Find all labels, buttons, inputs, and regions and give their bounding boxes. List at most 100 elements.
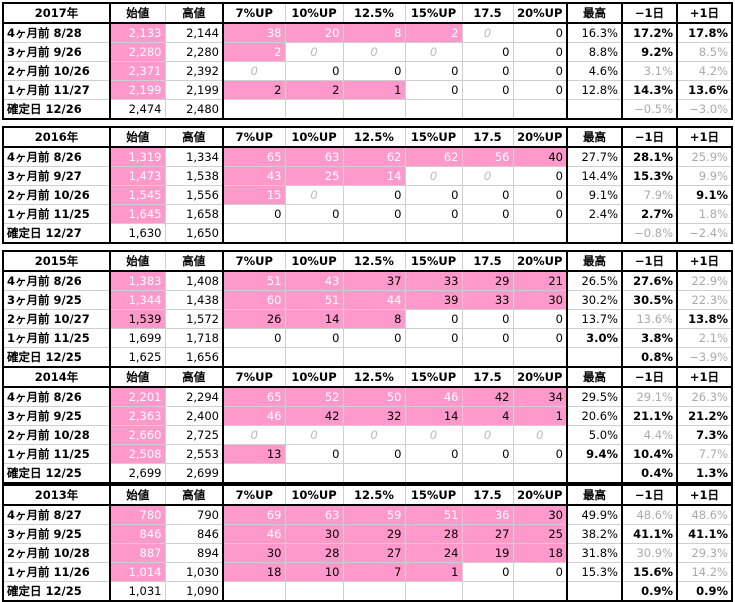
column-header[interactable]: 12.5% [342, 366, 406, 388]
table-cell[interactable]: 0 [404, 42, 463, 62]
table-cell[interactable] [461, 347, 514, 368]
column-header[interactable]: 15%UP [404, 484, 463, 506]
table-cell[interactable]: 0.9% [621, 581, 678, 602]
table-cell[interactable]: 41.1% [676, 524, 733, 544]
table-cell[interactable]: 0 [461, 22, 514, 43]
column-header[interactable]: 15%UP [404, 250, 463, 272]
table-cell[interactable]: 0 [461, 425, 514, 445]
table-cell[interactable]: 0 [284, 61, 344, 81]
row-label[interactable]: 2ヶ月前 10/27 [2, 309, 111, 329]
table-cell[interactable]: 12.8% [566, 80, 623, 100]
column-header[interactable]: −1日 [621, 2, 678, 24]
table-cell[interactable] [284, 347, 344, 368]
table-cell[interactable] [566, 223, 623, 244]
table-cell[interactable]: 21.2% [676, 406, 733, 426]
table-cell[interactable] [222, 223, 286, 244]
table-cell[interactable]: 63 [284, 504, 344, 525]
table-cell[interactable]: 17.2% [621, 22, 678, 43]
column-header[interactable]: 最高 [566, 126, 623, 148]
table-cell[interactable]: 2,660 [109, 425, 166, 445]
row-label[interactable]: 2ヶ月前 10/28 [2, 425, 111, 445]
table-cell[interactable]: 0 [342, 328, 406, 348]
table-cell[interactable]: 1,656 [164, 347, 224, 368]
table-cell[interactable]: 0 [342, 444, 406, 464]
table-cell[interactable]: 13.6% [676, 80, 733, 100]
column-header[interactable]: 始値 [109, 250, 166, 272]
table-cell[interactable]: 27.6% [621, 270, 678, 291]
table-cell[interactable]: 0 [461, 328, 514, 348]
table-cell[interactable]: 16.3% [566, 22, 623, 43]
table-cell[interactable]: 26.5% [566, 270, 623, 291]
table-cell[interactable]: 1,539 [109, 309, 166, 329]
table-cell[interactable]: 7 [342, 562, 406, 582]
column-header[interactable]: 10%UP [284, 250, 344, 272]
table-cell[interactable]: 1 [512, 406, 568, 426]
table-cell[interactable]: 0 [404, 204, 463, 224]
row-label[interactable]: 1ヶ月前 11/25 [2, 328, 111, 348]
table-cell[interactable]: 13.6% [621, 309, 678, 329]
table-cell[interactable]: 1,630 [109, 223, 166, 244]
table-cell[interactable]: 49.9% [566, 504, 623, 525]
table-cell[interactable]: 15.3% [621, 166, 678, 186]
table-cell[interactable] [342, 347, 406, 368]
table-cell[interactable] [222, 463, 286, 484]
row-label[interactable]: 3ヶ月前 9/25 [2, 290, 111, 310]
table-cell[interactable]: 0 [404, 80, 463, 100]
table-cell[interactable]: 51 [404, 504, 463, 525]
table-cell[interactable]: 20 [284, 22, 344, 43]
table-cell[interactable]: 0 [512, 80, 568, 100]
table-cell[interactable] [461, 581, 514, 602]
table-cell[interactable]: 26 [222, 309, 286, 329]
table-cell[interactable]: 0 [222, 425, 286, 445]
table-cell[interactable]: 3.8% [621, 328, 678, 348]
table-cell[interactable]: 9.2% [621, 42, 678, 62]
table-cell[interactable]: 887 [109, 543, 166, 563]
table-cell[interactable]: 0 [512, 309, 568, 329]
row-label[interactable]: 2ヶ月前 10/28 [2, 543, 111, 563]
column-header[interactable]: 12.5% [342, 484, 406, 506]
column-header[interactable]: 高値 [164, 250, 224, 272]
column-header[interactable]: 17.5 [461, 250, 514, 272]
table-cell[interactable]: 1.8% [676, 204, 733, 224]
table-cell[interactable] [566, 347, 623, 368]
table-cell[interactable]: 41.1% [621, 524, 678, 544]
table-cell[interactable]: 46 [222, 406, 286, 426]
table-cell[interactable]: 44 [342, 290, 406, 310]
table-cell[interactable]: 19 [461, 543, 514, 563]
table-cell[interactable]: 10.4% [621, 444, 678, 464]
table-cell[interactable] [342, 463, 406, 484]
table-cell[interactable] [404, 581, 463, 602]
table-cell[interactable] [512, 463, 568, 484]
table-cell[interactable]: 10 [284, 562, 344, 582]
column-header[interactable]: 高値 [164, 2, 224, 24]
table-cell[interactable]: 14.4% [566, 166, 623, 186]
table-cell[interactable]: 42 [284, 406, 344, 426]
table-cell[interactable]: 51 [222, 270, 286, 291]
row-label[interactable]: 4ヶ月前 8/26 [2, 386, 111, 407]
column-header[interactable]: 12.5% [342, 126, 406, 148]
row-label[interactable]: 2ヶ月前 10/26 [2, 61, 111, 81]
table-cell[interactable]: 2.1% [676, 328, 733, 348]
table-cell[interactable]: 14.2% [676, 562, 733, 582]
table-cell[interactable]: 46 [404, 386, 463, 407]
column-header[interactable]: 始値 [109, 126, 166, 148]
table-cell[interactable]: 0 [342, 42, 406, 62]
table-cell[interactable] [404, 223, 463, 244]
column-header[interactable]: 始値 [109, 366, 166, 388]
table-cell[interactable] [342, 581, 406, 602]
column-header[interactable]: 15%UP [404, 366, 463, 388]
column-header[interactable]: 最高 [566, 366, 623, 388]
table-cell[interactable]: 1,625 [109, 347, 166, 368]
table-cell[interactable] [342, 99, 406, 120]
table-cell[interactable]: 1,334 [164, 146, 224, 167]
table-cell[interactable] [404, 347, 463, 368]
column-header[interactable]: 始値 [109, 484, 166, 506]
column-header[interactable]: −1日 [621, 484, 678, 506]
table-cell[interactable]: −0.8% [621, 223, 678, 244]
table-cell[interactable]: 43 [222, 166, 286, 186]
row-label[interactable]: 確定日 12/27 [2, 223, 111, 244]
column-header[interactable]: 10%UP [284, 484, 344, 506]
column-header[interactable]: +1日 [676, 250, 733, 272]
table-cell[interactable]: 0 [404, 309, 463, 329]
table-cell[interactable] [404, 99, 463, 120]
